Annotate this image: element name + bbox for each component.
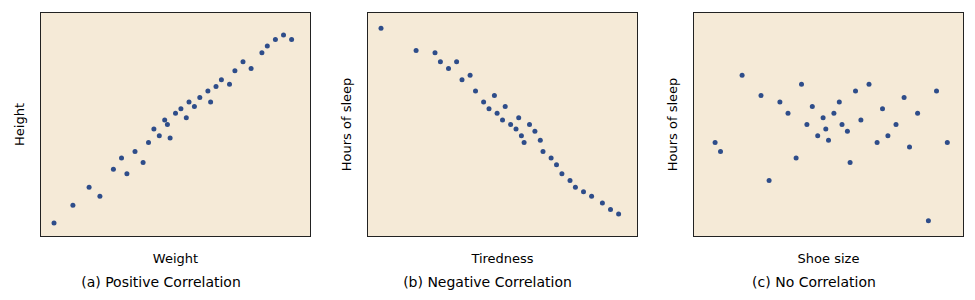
- svg-text:Weight: Weight: [153, 251, 198, 266]
- svg-text:Hours of sleep: Hours of sleep: [665, 78, 680, 172]
- html-text:(a) Positive Correlation: (a) Positive Correlation: [81, 274, 241, 290]
- html-text:(b) Negative Correlation: (b) Negative Correlation: [403, 274, 572, 290]
- svg-text:Tiredness: Tiredness: [470, 251, 533, 266]
- svg-text:Hours of sleep: Hours of sleep: [338, 78, 353, 172]
- svg-text:Height: Height: [12, 103, 27, 146]
- html-text:(c) No Correlation: (c) No Correlation: [752, 274, 876, 290]
- svg-text:Shoe size: Shoe size: [798, 251, 860, 266]
